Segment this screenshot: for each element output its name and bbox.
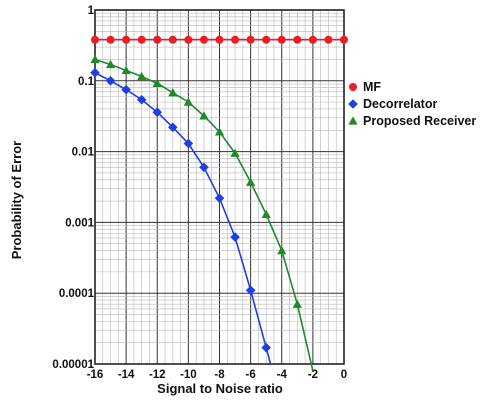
data-point-proposed-receiver	[230, 148, 240, 157]
data-point-mf	[122, 35, 131, 44]
data-point-mf	[106, 35, 115, 44]
data-point-decorrelator	[168, 122, 178, 133]
data-point-mf	[324, 35, 333, 44]
x-tick-label: -12	[149, 369, 166, 381]
legend-marker-decorrelator	[348, 99, 358, 109]
data-point-mf	[231, 35, 240, 44]
data-point-mf	[277, 35, 286, 44]
legend-label-decorrelator: Decorrelator	[363, 97, 437, 111]
data-point-decorrelator	[136, 94, 147, 105]
data-point-decorrelator	[199, 162, 209, 173]
data-point-proposed-receiver	[183, 97, 193, 106]
data-point-proposed-receiver	[90, 54, 100, 64]
data-point-proposed-receiver	[121, 65, 131, 75]
data-point-mf	[184, 35, 193, 44]
x-tick-label: 0	[341, 369, 347, 381]
data-point-mf	[308, 35, 317, 44]
data-point-mf	[246, 35, 255, 44]
legend-item-mf: MF	[349, 80, 381, 94]
legend-item-decorrelator: Decorrelator	[348, 97, 437, 111]
data-point-mf	[262, 35, 271, 44]
x-tick-label: -8	[214, 369, 225, 381]
legend-marker-proposed-receiver	[348, 116, 358, 125]
data-point-proposed-receiver	[246, 177, 256, 186]
data-point-proposed-receiver	[214, 127, 225, 136]
x-axis-label: Signal to Noise ratio	[157, 381, 283, 396]
data-point-decorrelator	[261, 342, 271, 353]
data-point-decorrelator	[183, 138, 194, 149]
x-tick-label: -14	[118, 369, 135, 381]
x-tick-label: -10	[180, 369, 197, 381]
data-point-mf	[153, 35, 162, 44]
data-point-proposed-receiver	[137, 71, 147, 81]
series-proposed-receiver	[90, 54, 314, 372]
data-point-mf	[293, 35, 302, 44]
plot-series	[90, 35, 348, 372]
axes: -16 -14 -12 -10 -8 -6 -4 -2 0 1 0.1 0.01 0.001 0.0001…	[52, 5, 347, 381]
data-point-decorrelator	[230, 232, 240, 242]
data-point-decorrelator	[121, 84, 131, 95]
data-point-decorrelator	[152, 107, 163, 118]
y-tick-label: 0.00001	[52, 359, 94, 371]
data-point-mf	[168, 35, 177, 44]
legend-label-proposed-receiver: Proposed Receiver	[363, 114, 476, 128]
data-point-decorrelator	[105, 76, 116, 86]
y-tick-label: 0.0001	[59, 288, 95, 300]
data-point-proposed-receiver	[277, 245, 287, 255]
data-point-proposed-receiver	[199, 111, 209, 120]
x-tick-label: -2	[308, 369, 318, 381]
series-decorrelator	[90, 67, 272, 365]
data-point-proposed-receiver	[292, 299, 302, 308]
data-point-mf	[91, 35, 99, 44]
legend-item-proposed-receiver: Proposed Receiver	[348, 114, 476, 128]
y-tick-label: 0.001	[65, 217, 94, 229]
data-point-decorrelator	[90, 67, 100, 78]
plot-frame	[94, 9, 345, 365]
data-point-mf	[215, 35, 224, 44]
legend: MF Decorrelator Proposed Receiver	[348, 80, 476, 128]
series-mf	[91, 35, 348, 44]
data-point-proposed-receiver	[152, 78, 162, 88]
grid	[94, 9, 345, 365]
x-tick-label: -4	[277, 369, 288, 381]
y-tick-label: 1	[88, 5, 95, 17]
data-point-decorrelator	[214, 193, 225, 203]
data-point-mf	[137, 35, 146, 44]
data-point-decorrelator	[245, 285, 256, 296]
data-point-proposed-receiver	[261, 209, 271, 219]
data-point-mf	[199, 35, 208, 44]
y-axis-label: Probability of Error	[9, 141, 24, 259]
legend-label-mf: MF	[363, 80, 381, 94]
data-point-proposed-receiver	[105, 59, 116, 69]
y-tick-label: 0.01	[72, 147, 95, 159]
legend-marker-mf	[349, 83, 357, 91]
data-point-mf	[340, 35, 348, 44]
data-point-proposed-receiver	[168, 88, 178, 97]
y-tick-label: 0.1	[78, 76, 95, 88]
x-tick-label: -16	[87, 369, 104, 381]
x-tick-label: -6	[246, 369, 256, 381]
